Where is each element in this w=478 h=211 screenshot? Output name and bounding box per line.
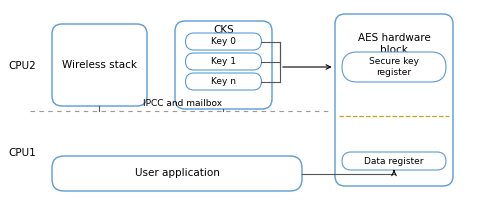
Text: IPCC and mailbox: IPCC and mailbox (143, 99, 223, 108)
Text: CPU1: CPU1 (8, 148, 36, 158)
FancyBboxPatch shape (342, 152, 446, 170)
Text: Key 1: Key 1 (211, 57, 236, 66)
Text: Secure key
register: Secure key register (369, 57, 419, 77)
Text: CPU2: CPU2 (8, 61, 36, 71)
FancyBboxPatch shape (342, 52, 446, 82)
Text: Key n: Key n (211, 77, 236, 86)
FancyBboxPatch shape (175, 21, 272, 109)
Text: Key 0: Key 0 (211, 37, 236, 46)
FancyBboxPatch shape (52, 24, 147, 106)
Text: Wireless stack: Wireless stack (62, 60, 137, 70)
Text: CKS: CKS (213, 25, 234, 35)
Text: AES hardware
block: AES hardware block (358, 33, 430, 55)
FancyBboxPatch shape (185, 33, 261, 50)
FancyBboxPatch shape (52, 156, 302, 191)
Text: Data register: Data register (364, 157, 424, 165)
Text: User application: User application (135, 169, 219, 179)
FancyBboxPatch shape (185, 53, 261, 70)
FancyBboxPatch shape (335, 14, 453, 186)
FancyBboxPatch shape (185, 73, 261, 90)
